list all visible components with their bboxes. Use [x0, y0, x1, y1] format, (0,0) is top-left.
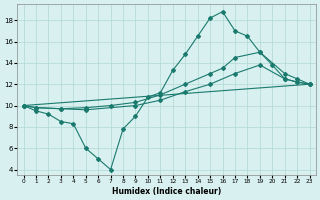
X-axis label: Humidex (Indice chaleur): Humidex (Indice chaleur) — [112, 187, 221, 196]
